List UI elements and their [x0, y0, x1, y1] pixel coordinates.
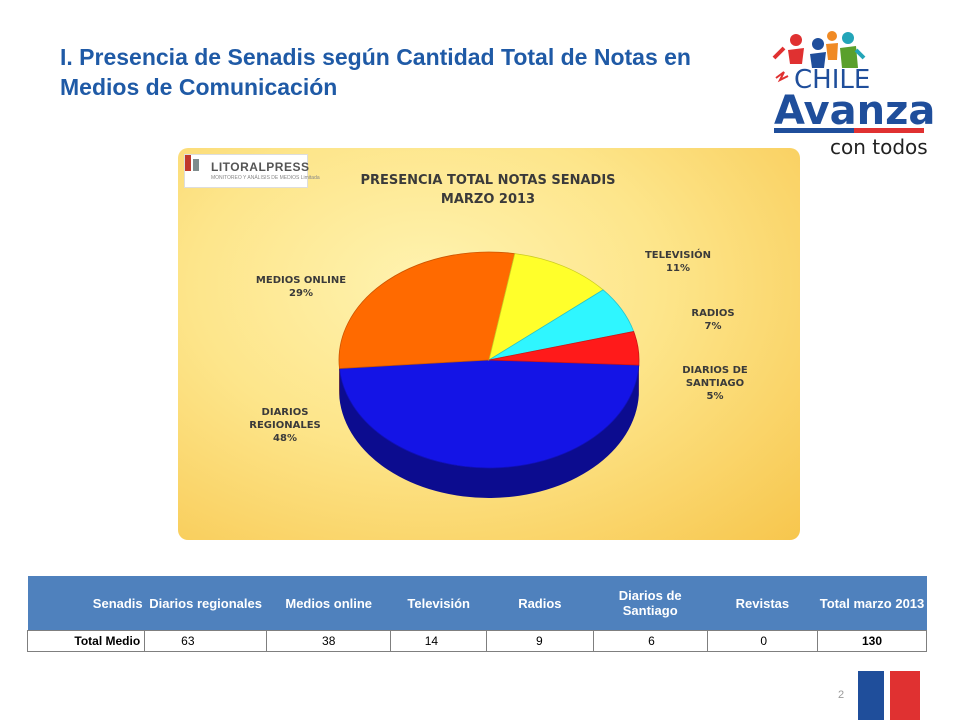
slide-title: I. Presencia de Senadis según Cantidad T… — [60, 44, 691, 100]
pie-side-diarios-regionales — [339, 365, 639, 499]
page-number: 2 — [838, 689, 845, 701]
logo-chile-text: CHILE — [794, 65, 870, 95]
cell-medios-online: 38 — [266, 630, 392, 652]
cell-diarios-de-santiago: 6 — [592, 630, 708, 652]
chart-subtitle: MARZO 2013 — [440, 192, 536, 207]
litoralpress-tagline: MONITOREO Y ANÁLISIS DE MEDIOS Limitada — [211, 175, 320, 181]
litoralpress-mark-icon — [185, 155, 199, 171]
header-total: Total marzo 2013 — [817, 576, 927, 631]
logo-con-todos-text: con todos — [830, 135, 928, 159]
header-senadis: Senadis — [27, 576, 145, 631]
logo-underline-red — [854, 128, 924, 133]
litoralpress-name: LITORALPRESS — [211, 160, 310, 174]
pie-slice-diarios-regionales — [339, 359, 640, 469]
pie-slice-medios-online — [338, 251, 516, 369]
cell-total: 130 — [817, 630, 927, 652]
cell-revistas: 0 — [706, 630, 819, 652]
table-row: Total Medio 63 38 14 9 6 0 130 — [26, 630, 927, 652]
header-diarios-regionales: Diarios regionales — [144, 576, 267, 631]
media-count-table: Senadis Diarios regionales Medios online… — [26, 576, 927, 652]
pie-chart — [338, 251, 640, 499]
slice-label-diarios-de-santiago: DIARIOS DE SANTIAGO 5% — [682, 365, 748, 402]
chile-flag-stripe — [858, 671, 920, 720]
children-figures-icon — [772, 31, 866, 68]
pie-top-faces — [338, 251, 640, 469]
chart-title-block: PRESENCIA TOTAL NOTAS SENADIS MARZO 2013 — [328, 171, 648, 209]
cell-television: 14 — [390, 630, 488, 652]
cell-radios: 9 — [486, 630, 594, 652]
chart-title: PRESENCIA TOTAL NOTAS SENADIS — [360, 173, 616, 188]
table-header-row: Senadis Diarios regionales Medios online… — [27, 576, 927, 631]
cell-row-label: Total Medio — [26, 630, 146, 652]
header-medios-online: Medios online — [266, 576, 391, 631]
header-television: Televisión — [390, 576, 487, 631]
pie-chart-panel: LITORALPRESS MONITOREO Y ANÁLISIS DE MED… — [178, 148, 800, 540]
logo-underline-blue — [774, 128, 854, 133]
litoralpress-logo: LITORALPRESS MONITOREO Y ANÁLISIS DE MED… — [184, 154, 320, 188]
cell-diarios-regionales: 63 — [144, 630, 268, 652]
slice-label-diarios-regionales: DIARIOS REGIONALES 48% — [249, 407, 321, 444]
slice-label-television: TELEVISIÓN 11% — [644, 250, 712, 274]
pie-slice-diarios-de-santiago — [488, 331, 640, 366]
header-revistas: Revistas — [707, 576, 818, 631]
header-diarios-de-santiago: Diarios de Santiago — [593, 576, 708, 631]
slice-label-radios: RADIOS 7% — [691, 308, 735, 332]
logo-avanza-text: Avanza — [774, 88, 935, 134]
slice-label-medios-online: MEDIOS ONLINE 29% — [255, 275, 347, 299]
pie-slice-televisi-n — [488, 253, 604, 361]
header-radios: Radios — [486, 576, 594, 631]
spark-icon — [775, 71, 789, 83]
chile-avanza-logo: CHILE Avanza con todos — [772, 31, 935, 159]
